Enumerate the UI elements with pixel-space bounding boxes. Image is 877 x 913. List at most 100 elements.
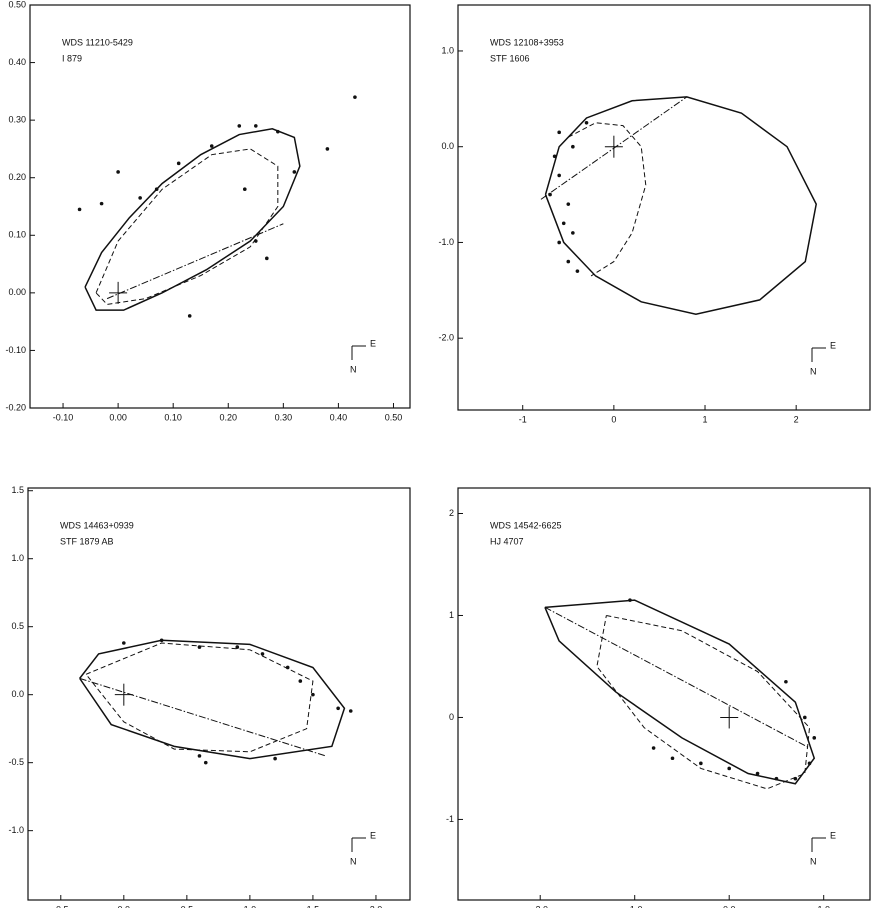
- observation: [209, 144, 214, 148]
- observation: [176, 161, 181, 166]
- observation: [548, 192, 552, 197]
- observation: [285, 665, 290, 670]
- observation: [159, 638, 164, 643]
- x-tick-label: 0.30: [275, 412, 293, 422]
- observation: [552, 154, 557, 159]
- x-tick-label: 0.5: [181, 904, 194, 908]
- orbit-solid: [84, 128, 301, 311]
- observation: [298, 679, 303, 683]
- observation: [77, 207, 82, 212]
- observation: [138, 196, 142, 200]
- compass-east: E: [370, 830, 376, 840]
- observation: [242, 187, 247, 192]
- y-tick-label: 0.20: [8, 172, 26, 182]
- star-label: WDS 11210-5429: [62, 37, 133, 47]
- observation: [122, 641, 126, 645]
- x-tick-label: 0.0: [723, 904, 736, 908]
- observation: [292, 170, 297, 174]
- observation: [793, 776, 798, 781]
- observation: [203, 760, 208, 765]
- observation: [325, 147, 330, 151]
- y-tick-label: -0.10: [5, 345, 26, 355]
- observation: [651, 746, 656, 750]
- orbit-dashdot: [106, 223, 284, 300]
- y-tick-label: 0.50: [8, 0, 26, 9]
- orbit-dashdot: [544, 606, 810, 749]
- y-tick-label: 0.0: [441, 141, 454, 151]
- observation: [197, 645, 202, 649]
- y-tick-label: 0.40: [8, 57, 26, 67]
- observation: [584, 120, 589, 125]
- observation: [187, 314, 192, 318]
- observation: [561, 221, 566, 226]
- plot-frame: [457, 4, 871, 411]
- orbit-solid: [544, 599, 816, 785]
- observation: [336, 706, 340, 711]
- x-tick-label: -1.0: [627, 904, 643, 908]
- star-label: WDS 14463+0939: [60, 520, 134, 530]
- observation: [235, 645, 240, 649]
- plot-frame: [29, 4, 411, 409]
- y-tick-label: 1: [449, 610, 454, 620]
- star-label: HJ 4707: [490, 536, 524, 546]
- observation: [566, 202, 571, 206]
- observation: [253, 124, 258, 128]
- x-tick-label: 0.0: [118, 904, 131, 908]
- observation: [353, 95, 357, 99]
- y-tick-label: -0.5: [8, 757, 24, 767]
- observation: [571, 231, 575, 235]
- observation: [755, 771, 760, 776]
- x-tick-label: -2.0: [532, 904, 548, 908]
- x-tick-label: 0: [611, 414, 616, 424]
- x-tick-label: -0.5: [53, 904, 69, 908]
- plot-frame: [27, 487, 411, 901]
- x-tick-label: 2.0: [370, 904, 383, 908]
- y-tick-label: 0.5: [11, 621, 24, 631]
- y-tick-label: 1.0: [441, 45, 454, 55]
- observation: [566, 259, 571, 264]
- observation: [260, 652, 265, 656]
- x-tick-label: 1.5: [307, 904, 320, 908]
- observation: [575, 269, 580, 273]
- observation: [557, 173, 561, 178]
- orbit-dashed: [95, 148, 279, 305]
- orbit-dashdot: [540, 96, 688, 200]
- observation: [311, 692, 315, 697]
- x-tick-label: 1.0: [817, 904, 830, 908]
- observation: [253, 239, 258, 243]
- x-tick-label: 0.50: [385, 412, 403, 422]
- observation: [265, 256, 269, 261]
- y-tick-label: 0.0: [11, 689, 24, 699]
- star-label: STF 1606: [490, 53, 530, 63]
- observation: [571, 144, 575, 149]
- observation: [348, 709, 353, 713]
- y-tick-label: 1.5: [11, 485, 24, 495]
- observation: [628, 598, 632, 602]
- y-tick-label: -0.20: [5, 402, 26, 412]
- observation: [557, 240, 561, 245]
- observation: [557, 130, 561, 135]
- x-tick-label: -0.10: [53, 412, 74, 422]
- y-tick-label: 0: [449, 712, 454, 722]
- compass-north: N: [810, 856, 817, 866]
- observation: [276, 129, 280, 134]
- y-tick-label: 1.0: [11, 553, 24, 563]
- y-tick-label: -1.0: [438, 237, 454, 247]
- compass-north: N: [350, 856, 357, 866]
- y-tick-label: 0.10: [8, 230, 26, 240]
- observation: [116, 170, 120, 174]
- compass-east: E: [370, 338, 376, 348]
- compass-east: E: [830, 830, 836, 840]
- observation: [802, 715, 807, 720]
- orbit-dashed: [85, 642, 314, 753]
- orbit-solid: [544, 96, 818, 316]
- compass-east: E: [830, 340, 836, 350]
- star-label: STF 1879 AB: [60, 536, 114, 546]
- observation: [699, 761, 703, 766]
- y-tick-label: -1: [446, 814, 454, 824]
- x-tick-label: 0.20: [219, 412, 237, 422]
- observation: [154, 187, 159, 192]
- observation: [774, 776, 779, 781]
- x-tick-label: -1: [519, 414, 527, 424]
- observation: [197, 754, 202, 758]
